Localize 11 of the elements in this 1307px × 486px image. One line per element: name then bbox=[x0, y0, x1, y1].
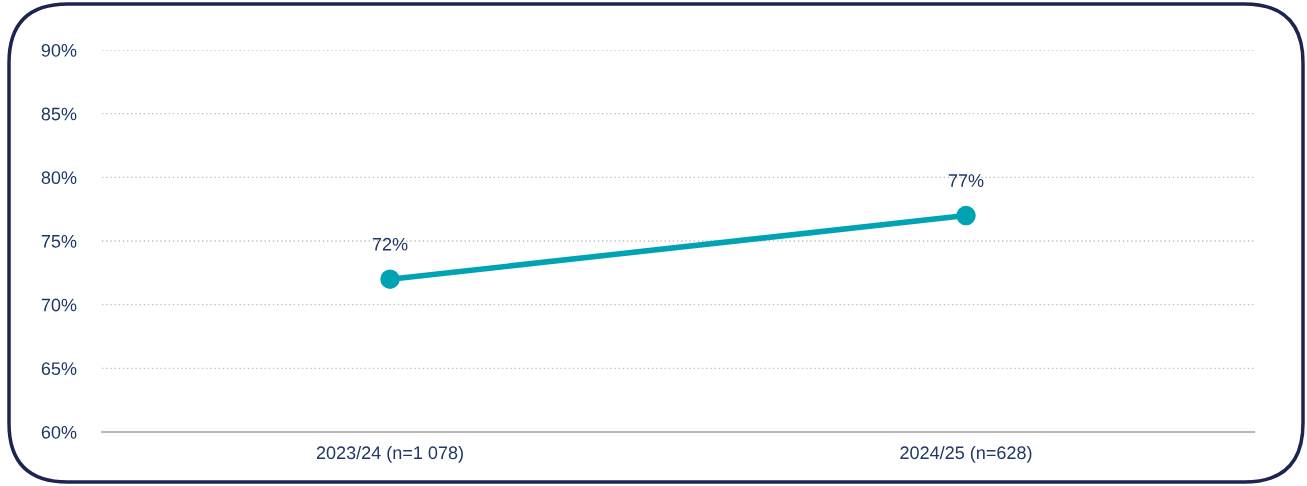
y-tick-label: 85% bbox=[41, 107, 77, 121]
y-tick-label: 65% bbox=[41, 362, 77, 376]
x-tick-label: 2023/24 (n=1 078) bbox=[316, 445, 463, 463]
y-tick-label: 80% bbox=[41, 171, 77, 185]
data-label: 77% bbox=[948, 174, 984, 187]
y-tick-label: 70% bbox=[41, 298, 77, 312]
y-tick-label: 60% bbox=[41, 425, 77, 439]
y-tick-label: 90% bbox=[41, 43, 77, 57]
x-tick-label: 2024/25 (n=628) bbox=[900, 445, 1032, 463]
y-tick-label: 75% bbox=[41, 235, 77, 248]
data-label: 72% bbox=[372, 237, 408, 251]
